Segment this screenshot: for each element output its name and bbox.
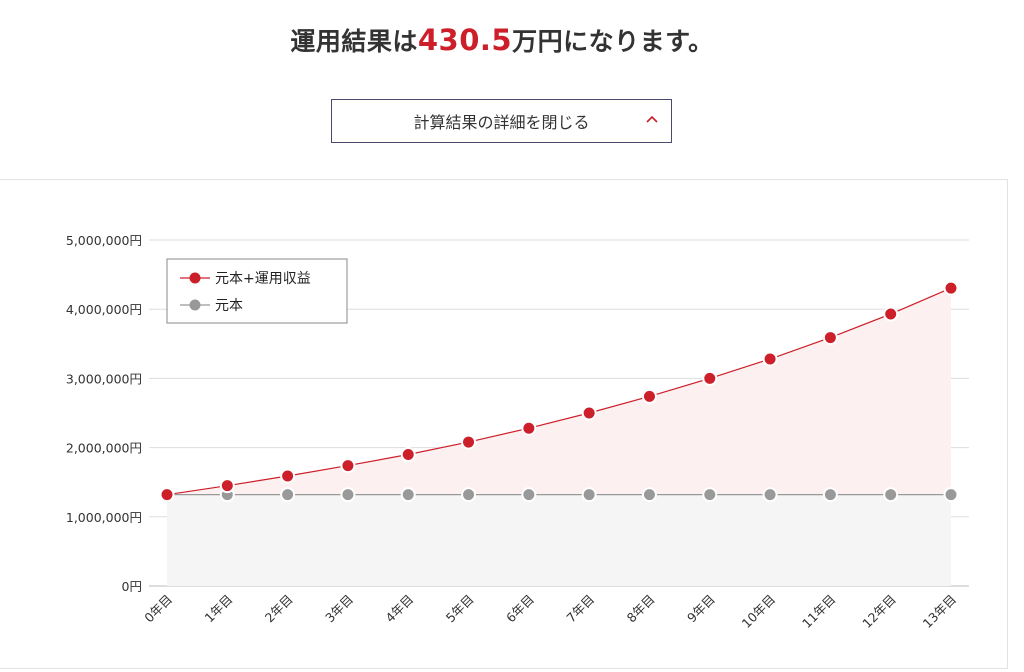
- y-tick-label: 3,000,000円: [66, 371, 142, 386]
- principal-point: [340, 487, 356, 503]
- x-tick-label: 8年目: [624, 592, 658, 626]
- total-point: [641, 388, 657, 404]
- chart-panel: 0円 1,000,000円 2,000,000円 3,000,000円 4,000,00…: [0, 179, 1008, 669]
- total-point: [702, 370, 718, 386]
- y-tick-label: 0円: [122, 579, 142, 594]
- x-tick-label: 4年目: [382, 592, 416, 626]
- x-tick-label: 13年目: [920, 592, 960, 632]
- legend-box: [166, 258, 348, 324]
- result-amount: 430.5: [417, 23, 513, 57]
- total-point: [219, 478, 235, 494]
- x-tick-label: 6年目: [503, 592, 537, 626]
- principal-point: [762, 487, 778, 503]
- x-tick-label: 5年目: [443, 592, 477, 626]
- total-point: [883, 306, 899, 322]
- headline-prefix: 運用結果は: [290, 27, 418, 56]
- total-point: [340, 458, 356, 474]
- principal-area: [167, 494, 951, 586]
- x-tick-label: 9年目: [684, 592, 718, 626]
- legend-swatch-dot: [189, 272, 201, 284]
- principal-point: [461, 487, 477, 503]
- y-axis: 0円 1,000,000円 2,000,000円 3,000,000円 4,000,00…: [66, 233, 142, 594]
- principal-point: [400, 487, 416, 503]
- total-point: [943, 280, 959, 296]
- principal-point: [521, 487, 537, 503]
- principal-point: [883, 487, 899, 503]
- chart-lines: [166, 287, 952, 496]
- y-tick-label: 2,000,000円: [66, 441, 142, 456]
- result-headline: 運用結果は430.5万円になります。: [0, 22, 1004, 58]
- principal-point: [641, 487, 657, 503]
- legend-swatch-dot: [189, 299, 201, 311]
- x-tick-label: 7年目: [563, 592, 597, 626]
- total-point: [581, 405, 597, 421]
- total-point: [159, 487, 175, 503]
- chart-points: [159, 280, 959, 503]
- total-line: [166, 287, 952, 496]
- x-tick-label: 3年目: [322, 592, 356, 626]
- y-tick-label: 5,000,000円: [66, 233, 142, 248]
- toggle-details-button[interactable]: 計算結果の詳細を閉じる: [331, 99, 672, 143]
- total-point: [521, 420, 537, 436]
- chart-areas: [167, 288, 951, 586]
- principal-point: [822, 487, 838, 503]
- x-axis: 0年目 1年目 2年目 3年目 4年目 5年目 6年目 7年目 8年目 9年目 10年目 11年目 12…: [141, 592, 959, 632]
- principal-point: [581, 487, 597, 503]
- total-point: [400, 447, 416, 463]
- x-tick-label: 12年目: [859, 592, 899, 632]
- principal-point: [702, 487, 718, 503]
- y-tick-label: 4,000,000円: [66, 302, 142, 317]
- legend-label: 元本+運用収益: [215, 271, 311, 287]
- x-tick-label: 11年目: [799, 592, 839, 632]
- total-point: [762, 351, 778, 367]
- headline-suffix: 万円になります。: [512, 27, 714, 56]
- y-tick-label: 1,000,000円: [66, 510, 142, 525]
- x-tick-label: 0年目: [141, 592, 175, 626]
- principal-point: [943, 487, 959, 503]
- total-point: [280, 468, 296, 484]
- chevron-up-icon: [646, 115, 658, 123]
- x-tick-label: 1年目: [202, 592, 236, 626]
- total-point: [822, 330, 838, 346]
- x-tick-label: 2年目: [262, 592, 296, 626]
- x-tick-label: 10年目: [739, 592, 779, 632]
- total-point: [461, 434, 477, 450]
- principal-point: [280, 487, 296, 503]
- growth-chart: 0円 1,000,000円 2,000,000円 3,000,000円 4,000,00…: [66, 233, 969, 632]
- legend-label: 元本: [215, 298, 243, 314]
- toggle-details-label: 計算結果の詳細を閉じる: [413, 113, 590, 132]
